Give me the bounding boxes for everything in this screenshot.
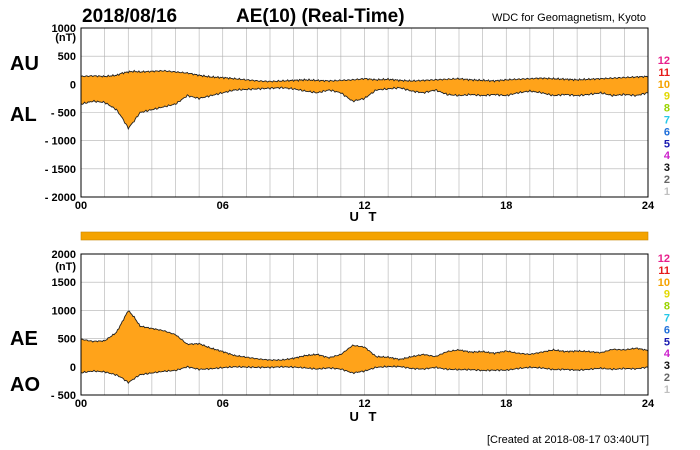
- series-label-au: AU: [10, 53, 39, 75]
- station-count-label: 10: [658, 277, 670, 289]
- x-tick-label: 24: [642, 398, 655, 410]
- y-tick-label: 1000: [52, 23, 76, 35]
- station-count-label: 3: [664, 360, 670, 372]
- y-tick-label: 0: [70, 362, 76, 374]
- y-tick-label: 1500: [52, 277, 76, 289]
- series-al-line: [80, 86, 649, 131]
- y-tick-label: 500: [58, 51, 76, 63]
- x-tick-label: 06: [217, 398, 229, 410]
- source-label: WDC for Geomagnetism, Kyoto: [492, 12, 646, 24]
- x-tick-label: 12: [358, 200, 370, 212]
- station-count-label: 9: [664, 91, 670, 103]
- index-band-au-al: [81, 70, 648, 129]
- station-count-label: 5: [664, 336, 670, 348]
- station-count-label: 12: [658, 253, 670, 265]
- y-tick-label: - 2000: [45, 192, 76, 204]
- station-count-label: 8: [664, 103, 670, 115]
- station-count-label: 4: [664, 150, 671, 162]
- y-tick-label: - 500: [51, 108, 76, 120]
- station-count-label: 2: [664, 174, 670, 186]
- x-axis-label: U T: [350, 209, 380, 224]
- y-tick-label: 0: [70, 79, 76, 91]
- y-tick-label: - 500: [51, 390, 76, 402]
- station-count-label: 12: [658, 55, 670, 67]
- y-unit-label: (nT): [55, 261, 76, 273]
- y-tick-label: 1000: [52, 305, 76, 317]
- x-tick-label: 18: [500, 398, 512, 410]
- station-count-label: 5: [664, 138, 670, 150]
- station-count-label: 11: [658, 67, 670, 79]
- series-ae-line: [80, 310, 649, 362]
- x-tick-label: 12: [358, 398, 370, 410]
- station-count-label: 4: [664, 348, 671, 360]
- x-tick-label: 00: [75, 398, 87, 410]
- series-au-line: [80, 69, 649, 83]
- y-unit-label: (nT): [55, 32, 76, 44]
- x-tick-label: 18: [500, 200, 512, 212]
- y-tick-label: - 1000: [45, 136, 76, 148]
- y-tick-label: - 1500: [45, 164, 76, 176]
- station-count-label: 3: [664, 162, 670, 174]
- station-count-label: 7: [664, 313, 670, 325]
- station-count-label: 10: [658, 79, 670, 91]
- station-count-label: 11: [658, 265, 670, 277]
- station-count-label: 6: [664, 324, 670, 336]
- x-tick-label: 00: [75, 200, 87, 212]
- station-count-label: 1: [664, 384, 670, 396]
- station-count-label: 2: [664, 372, 670, 384]
- series-label-ae: AE: [10, 328, 38, 350]
- station-count-label: 9: [664, 289, 670, 301]
- plot-frame: [80, 253, 649, 396]
- station-count-label: 7: [664, 115, 670, 127]
- created-timestamp: [Created at 2018-08-17 03:40UT]: [487, 434, 649, 446]
- station-count-label: 8: [664, 301, 670, 313]
- y-tick-label: 2000: [52, 249, 76, 261]
- index-title: AE(10) (Real-Time): [236, 6, 405, 27]
- x-tick-label: 24: [642, 200, 655, 212]
- series-label-al: AL: [10, 104, 37, 126]
- date-title: 2018/08/16: [82, 6, 177, 27]
- x-tick-label: 06: [217, 200, 229, 212]
- plot-frame: [80, 27, 649, 198]
- station-count-label: 1: [664, 186, 670, 198]
- series-label-ao: AO: [10, 374, 40, 396]
- y-tick-label: 500: [58, 334, 76, 346]
- series-ao-line: [80, 365, 649, 385]
- x-axis-label: U T: [350, 409, 380, 424]
- data-coverage-bar: [80, 231, 649, 241]
- au-al-panel: 1000 500 0 - 500 - 1000 - 1500 - 2000 (nT) 00 06 1…: [10, 23, 671, 224]
- station-count-label: 6: [664, 126, 670, 138]
